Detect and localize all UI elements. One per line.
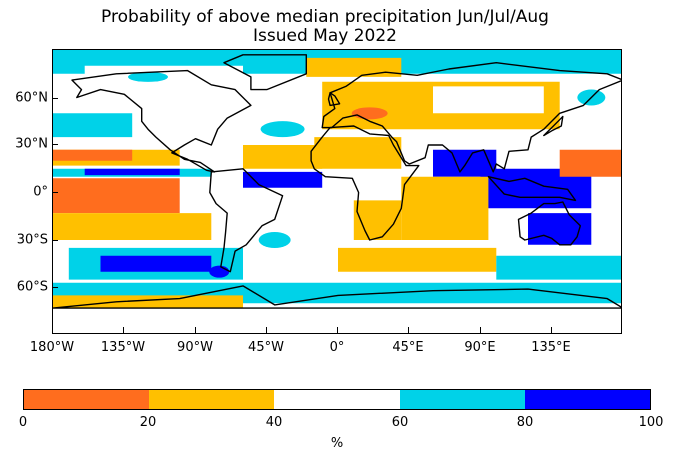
prob-region-spac-yellow [53, 213, 212, 240]
lon-tick-mark [408, 327, 410, 333]
prob-region-south-africa [353, 200, 402, 240]
probability-field [53, 50, 621, 309]
lon-tick-label: 0° [329, 340, 345, 355]
colorbar-tick-label: 40 [265, 415, 283, 430]
coastlines [53, 54, 621, 309]
prob-region-atlantic-north [243, 145, 323, 169]
prob-region-wpac-orange [559, 149, 621, 177]
prob-region-npac-orange [53, 149, 133, 161]
prob-region-antarctic-yellow [53, 295, 243, 309]
prob-region-north-america [132, 97, 243, 138]
colorbar [23, 389, 651, 410]
coast-north-america [71, 69, 252, 173]
coast-uk [327, 92, 341, 107]
lon-tick-label: 90°W [177, 340, 213, 355]
chart-title: Probability of above median precipitatio… [0, 8, 650, 46]
colorbar-bin [149, 390, 275, 409]
prob-region-indian-ocean [401, 176, 489, 240]
prob-region-southern-ocean-yellow [338, 247, 497, 272]
lat-tick-label: 30°N [15, 136, 48, 152]
lon-tick-label: 135°W [100, 340, 146, 355]
lat-tick-mark [52, 192, 58, 193]
lon-tick-label: 135°E [531, 340, 571, 355]
prob-region-atlantic-itcz [243, 171, 323, 188]
lon-tick-label: 180°W [29, 340, 75, 355]
colorbar-bin [524, 390, 651, 409]
colorbar-bin [24, 390, 150, 409]
prob-region-npac-north [53, 113, 133, 138]
lon-tick-label: 45°W [248, 340, 284, 355]
prob-blob [209, 265, 230, 278]
colorbar-unit-label: % [330, 436, 344, 451]
coast-greenland [223, 54, 308, 91]
prob-region-southern-ocean-blue [100, 255, 212, 272]
colorbar-tick-label: 80 [516, 415, 534, 430]
lon-tick-mark [123, 327, 125, 333]
lon-tick-mark [479, 327, 481, 333]
colorbar-tick-label: 0 [18, 415, 28, 430]
prob-blob [128, 71, 168, 82]
prob-region-spac-orange [53, 178, 180, 214]
prob-region-sahel [314, 137, 402, 169]
coast-europe-asia [321, 61, 621, 173]
lon-tick-label: 90°E [464, 340, 496, 355]
lat-tick-label: 30°S [16, 232, 48, 248]
coast-australia [517, 201, 581, 246]
lon-tick-mark [52, 327, 53, 333]
lat-tick-label: 0° [33, 184, 48, 200]
prob-region-india [433, 149, 497, 177]
coast-japan [543, 115, 564, 137]
prob-blob [351, 107, 388, 120]
colorbar-tick-label: 20 [139, 415, 157, 430]
colorbar-tick-label: 100 [638, 415, 664, 430]
lat-tick-mark [52, 144, 58, 145]
lat-tick-mark [52, 287, 58, 288]
map-canvas [53, 50, 621, 309]
prob-region-na-north [84, 65, 243, 82]
prob-region-southern-ocean-e [496, 255, 621, 280]
lon-tick-mark [194, 327, 196, 333]
prob-region-itcz-blue [84, 168, 180, 176]
colorbar-tick-label: 60 [391, 415, 409, 430]
lon-tick-label: 45°E [392, 340, 424, 355]
title-line-2: Issued May 2022 [253, 26, 397, 46]
lat-tick-mark [52, 98, 58, 99]
lon-tick-mark [550, 327, 552, 333]
prob-blob [258, 232, 291, 248]
lon-tick-mark [337, 327, 338, 333]
prob-region-arctic-atlantic [306, 57, 402, 77]
lat-tick-label: 60°N [15, 90, 48, 106]
coast-south-america [209, 168, 284, 273]
colorbar-bin [274, 390, 400, 409]
colorbar-bin [399, 390, 525, 409]
coast-africa [310, 125, 420, 241]
lon-tick-mark [265, 327, 267, 333]
prob-blob [260, 121, 305, 138]
title-line-1: Probability of above median precipitatio… [101, 7, 549, 27]
lat-tick-mark [52, 240, 58, 241]
coast-antarctica [53, 285, 621, 309]
prob-region-australia [528, 213, 592, 245]
prob-region-siberia [433, 86, 544, 114]
precipitation-probability-map [52, 49, 622, 334]
lat-tick-label: 60°S [16, 279, 48, 295]
coast-indonesia [487, 175, 577, 202]
